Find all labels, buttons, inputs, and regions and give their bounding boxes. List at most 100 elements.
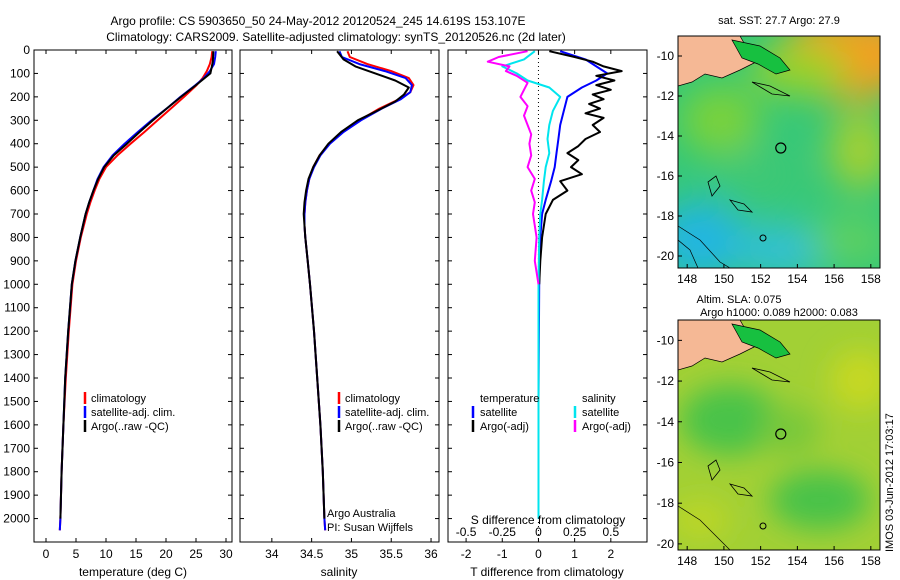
sla-land-masses bbox=[678, 320, 791, 550]
map-x-tick-label: 158 bbox=[861, 554, 881, 568]
s-diff-tick-label: 0 bbox=[535, 525, 542, 539]
imos-credit: IMOS 03-Jun-2012 17:03:17 bbox=[884, 413, 896, 552]
y-tick-label: 400 bbox=[10, 137, 30, 151]
salinity-legend: climatology satellite-adj. clim. Argo(..… bbox=[337, 392, 429, 433]
sst-land-masses bbox=[678, 36, 791, 268]
x-tick-label: 10 bbox=[99, 547, 113, 561]
map-y-tick-label: -16 bbox=[657, 169, 675, 183]
map-y-tick-label: -14 bbox=[657, 415, 675, 429]
legend-title-temperature: temperature bbox=[480, 393, 539, 405]
sla-map-field bbox=[678, 320, 880, 550]
sla-map-tick-group: 148 150 152 154 156 158 -10 -12 -14 -16 -18 -20 bbox=[657, 333, 881, 568]
y-tick-label: 1600 bbox=[3, 418, 30, 432]
y-tick-label: 700 bbox=[10, 207, 30, 221]
series-line-argo-raw-qc bbox=[302, 50, 410, 519]
salinity-series-group bbox=[302, 50, 415, 531]
map-y-tick-label: -20 bbox=[657, 537, 675, 551]
temperature-panel: 0 5 10 15 20 25 300100200300400500600700800900… bbox=[3, 43, 233, 579]
temperature-axes-frame bbox=[33, 49, 233, 543]
x-tick-label: 1 bbox=[571, 547, 578, 561]
legend-label-satellite-adj: satellite-adj. clim. bbox=[91, 407, 175, 419]
map-y-tick-label: -12 bbox=[657, 374, 675, 388]
series-line-argo-raw-qc bbox=[59, 51, 215, 519]
y-tick-label: 1300 bbox=[3, 348, 30, 362]
y-tick-label: 1100 bbox=[4, 301, 30, 315]
difference-tick-group: -2 -1 0 1 2 -0.5 -0.25 0 0.25 0.5 bbox=[448, 49, 647, 561]
y-tick-label: 1000 bbox=[3, 277, 30, 291]
y-tick-label: 0 bbox=[23, 43, 30, 57]
sla-small-marker bbox=[759, 522, 767, 530]
x-tick-label: 30 bbox=[219, 547, 233, 561]
y-tick-label: 500 bbox=[10, 160, 30, 174]
difference-xlabel-bottom: T difference from climatology bbox=[470, 565, 624, 579]
map-y-tick-label: -20 bbox=[657, 249, 675, 263]
legend-title-salinity: salinity bbox=[582, 393, 616, 405]
legend-label-t-argo: Argo(-adj) bbox=[480, 421, 529, 433]
sla-float-marker bbox=[775, 428, 787, 440]
salinity-xlabel: salinity bbox=[321, 565, 358, 579]
map-x-tick-label: 158 bbox=[861, 272, 881, 286]
y-tick-label: 1400 bbox=[3, 371, 30, 385]
x-tick-label: 35 bbox=[345, 547, 359, 561]
temperature-legend: climatology satellite-adj. clim. Argo(..… bbox=[83, 392, 175, 433]
map-x-tick-label: 150 bbox=[714, 554, 734, 568]
map-y-tick-label: -12 bbox=[657, 89, 675, 103]
x-tick-label: 15 bbox=[129, 547, 143, 561]
sla-map-panel: Altim. SLA: 0.075 Argo h1000: 0.089 h200… bbox=[657, 294, 881, 568]
y-tick-label: 900 bbox=[10, 254, 30, 268]
x-tick-label: 20 bbox=[159, 547, 173, 561]
salinity-annotation-line-2: PI: Susan Wijffels bbox=[327, 522, 413, 534]
difference-series-group bbox=[486, 50, 623, 519]
y-tick-label: 800 bbox=[10, 230, 30, 244]
y-tick-label: 1700 bbox=[3, 441, 30, 455]
salinity-annotation-line-1: Argo Australia bbox=[327, 508, 396, 520]
x-tick-label: 34 bbox=[265, 547, 279, 561]
legend-label-s-satellite: satellite bbox=[582, 407, 619, 419]
legend-label-climatology: climatology bbox=[91, 393, 147, 405]
temperature-series-group bbox=[58, 51, 217, 531]
salinity-tick-group: 34 34.5 35 35.5 36 bbox=[240, 49, 439, 561]
legend-label-t-satellite: satellite bbox=[480, 407, 517, 419]
x-tick-label: -1 bbox=[497, 547, 508, 561]
sst-map-panel: sat. SST: 27.7 Argo: 27.9 bbox=[657, 15, 881, 286]
y-tick-label: 1800 bbox=[3, 465, 30, 479]
map-y-tick-label: -10 bbox=[657, 49, 675, 63]
difference-axes-frame bbox=[447, 49, 648, 543]
map-y-tick-label: -10 bbox=[657, 333, 675, 347]
map-y-tick-label: -14 bbox=[657, 129, 675, 143]
map-y-tick-label: -16 bbox=[657, 455, 675, 469]
x-tick-label: 5 bbox=[73, 547, 80, 561]
sst-map-field bbox=[678, 36, 880, 268]
s-diff-tick-label: -0.25 bbox=[489, 525, 517, 539]
s-diff-tick-label: -0.5 bbox=[456, 525, 477, 539]
y-tick-label: 600 bbox=[10, 184, 30, 198]
map-x-tick-label: 148 bbox=[677, 554, 697, 568]
x-tick-label: 2 bbox=[607, 547, 614, 561]
map-x-tick-label: 156 bbox=[824, 554, 844, 568]
series-line-s-argo-adj bbox=[486, 50, 540, 285]
map-x-tick-label: 152 bbox=[751, 554, 771, 568]
sst-map-tick-group: 148 150 152 154 156 158 -10 -12 -14 -16 -18 -20 bbox=[657, 49, 881, 286]
legend-label-s-argo: Argo(-adj) bbox=[582, 421, 631, 433]
legend-label-argo-raw: Argo(..raw -QC) bbox=[345, 421, 423, 433]
difference-panel: -2 -1 0 1 2 -0.5 -0.25 0 0.25 0.5 T difference fr… bbox=[447, 49, 648, 579]
sla-map-title: Altim. SLA: 0.075 bbox=[697, 294, 782, 306]
x-tick-label: 0 bbox=[43, 547, 50, 561]
map-y-tick-label: -18 bbox=[657, 496, 675, 510]
legend-label-climatology: climatology bbox=[345, 393, 401, 405]
x-tick-label: -2 bbox=[461, 547, 472, 561]
map-x-tick-label: 154 bbox=[787, 554, 807, 568]
x-tick-label: 35.5 bbox=[380, 547, 404, 561]
map-x-tick-label: 156 bbox=[824, 272, 844, 286]
x-tick-label: 34.5 bbox=[300, 547, 324, 561]
difference-legend: temperature satellite Argo(-adj) salinit… bbox=[471, 393, 631, 433]
y-tick-label: 1500 bbox=[3, 394, 30, 408]
sst-small-marker bbox=[759, 234, 767, 242]
s-diff-tick-label: 0.25 bbox=[563, 525, 587, 539]
sst-map-title: sat. SST: 27.7 Argo: 27.9 bbox=[718, 15, 840, 27]
salinity-axes-frame bbox=[239, 49, 440, 543]
map-x-tick-label: 154 bbox=[787, 272, 807, 286]
y-tick-label: 100 bbox=[10, 66, 30, 80]
x-tick-label: 0 bbox=[535, 547, 542, 561]
